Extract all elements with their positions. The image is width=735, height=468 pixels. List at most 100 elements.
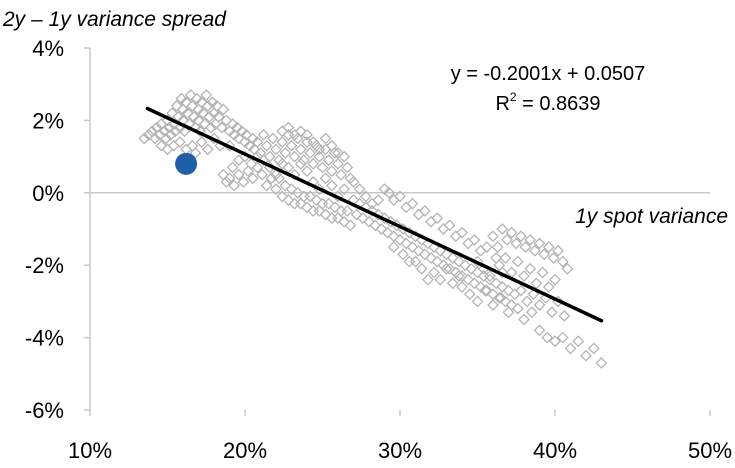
- scatter-point: [282, 194, 295, 206]
- scatter-point: [220, 176, 233, 188]
- scatter-point: [169, 125, 182, 138]
- scatter-point: [344, 172, 357, 185]
- scatter-point: [572, 335, 585, 348]
- scatter-point: [198, 118, 211, 130]
- scatter-point: [276, 157, 289, 170]
- scatter-point: [463, 288, 476, 301]
- y-axis-title: 2y – 1y variance spread: [2, 8, 227, 31]
- scatter-point: [375, 223, 388, 235]
- scatter-point: [474, 281, 487, 293]
- scatter-point: [372, 194, 385, 206]
- scatter-point: [518, 313, 530, 326]
- scatter-point: [547, 252, 560, 264]
- scatter-point: [587, 342, 600, 355]
- scatter-point: [502, 306, 515, 319]
- scatter-point: [452, 270, 465, 282]
- x-tick-label: 10%: [68, 438, 112, 463]
- trendline: [145, 106, 604, 323]
- scatter-point: [425, 252, 437, 264]
- scatter-point: [490, 252, 503, 264]
- scatter-point: [191, 92, 203, 105]
- scatter-point: [167, 139, 180, 152]
- scatter-point: [332, 157, 344, 170]
- y-tick-label: -2%: [25, 253, 64, 278]
- scatter-point: [545, 306, 558, 319]
- scatter-point: [175, 92, 188, 105]
- scatter-point: [263, 150, 276, 163]
- scatter-point: [180, 96, 193, 109]
- scatter-point: [285, 183, 298, 196]
- scatter-point: [496, 223, 509, 235]
- scatter-point: [524, 233, 537, 246]
- scatter-point: [301, 128, 313, 141]
- scatter-point: [490, 277, 503, 290]
- scatter-point: [483, 273, 496, 286]
- scatter-point: [215, 121, 228, 134]
- scatter-point: [428, 266, 441, 279]
- scatter-point: [164, 128, 177, 141]
- scatter-point: [394, 190, 406, 203]
- scatter-point: [381, 226, 394, 239]
- scatter-point: [440, 248, 453, 261]
- scatter-point: [237, 176, 250, 188]
- scatter-point: [192, 114, 205, 127]
- scatter-point: [366, 204, 379, 217]
- scatter-point: [166, 107, 179, 120]
- scatter-point: [319, 172, 332, 185]
- scatter-point: [153, 128, 166, 141]
- scatter-point: [288, 197, 301, 210]
- scatter-point: [474, 244, 487, 257]
- scatter-point: [412, 208, 425, 221]
- scatter-point: [434, 273, 447, 286]
- scatter-point: [307, 157, 320, 170]
- scatter-point: [246, 132, 259, 145]
- scatter-point: [519, 241, 532, 254]
- scatter-point: [372, 208, 385, 221]
- scatter-point: [580, 349, 592, 362]
- scatter-point: [397, 248, 410, 261]
- scatter-point: [449, 266, 462, 279]
- scatter-point: [186, 100, 199, 112]
- scatter-point: [316, 161, 329, 174]
- scatter-point: [325, 139, 338, 152]
- scatter-point: [270, 183, 282, 196]
- scatter-point: [462, 273, 475, 286]
- scatter-point: [508, 288, 521, 301]
- scatter-point: [273, 172, 286, 185]
- scatter-point: [378, 183, 391, 196]
- scatter-point: [533, 324, 546, 337]
- y-tick-label: 2%: [32, 108, 64, 133]
- scatter-point: [194, 125, 206, 138]
- scatter-point: [549, 273, 561, 286]
- scatter-point: [260, 139, 273, 152]
- scatter-point: [400, 201, 413, 214]
- scatter-point: [195, 96, 208, 109]
- scatter-point: [552, 244, 565, 257]
- scatter-point: [325, 212, 338, 225]
- scatter-point: [279, 179, 292, 192]
- scatter-point: [443, 262, 456, 275]
- scatter-point: [558, 309, 571, 322]
- scatter-point: [226, 118, 239, 130]
- scatter-point: [511, 302, 524, 315]
- highlight-point: [175, 152, 198, 175]
- scatter-point: [288, 128, 301, 141]
- scatter-point: [477, 270, 490, 282]
- scatter-point: [418, 204, 431, 217]
- x-tick-label: 40%: [533, 438, 577, 463]
- scatter-point: [226, 161, 239, 174]
- scatter-point: [257, 128, 270, 141]
- scatter-point: [178, 125, 191, 138]
- scatter-point: [155, 139, 168, 152]
- scatter-point: [510, 237, 523, 250]
- scatter-point: [483, 270, 496, 282]
- scatter-point: [505, 226, 518, 239]
- scatter-point: [161, 143, 174, 156]
- scatter-point: [265, 172, 278, 185]
- scatter-point: [338, 215, 351, 228]
- scatter-point: [344, 219, 357, 232]
- scatter-point: [256, 168, 268, 181]
- scatter-point: [462, 237, 475, 250]
- scatter-point: [294, 125, 307, 138]
- scatter-point: [471, 266, 484, 279]
